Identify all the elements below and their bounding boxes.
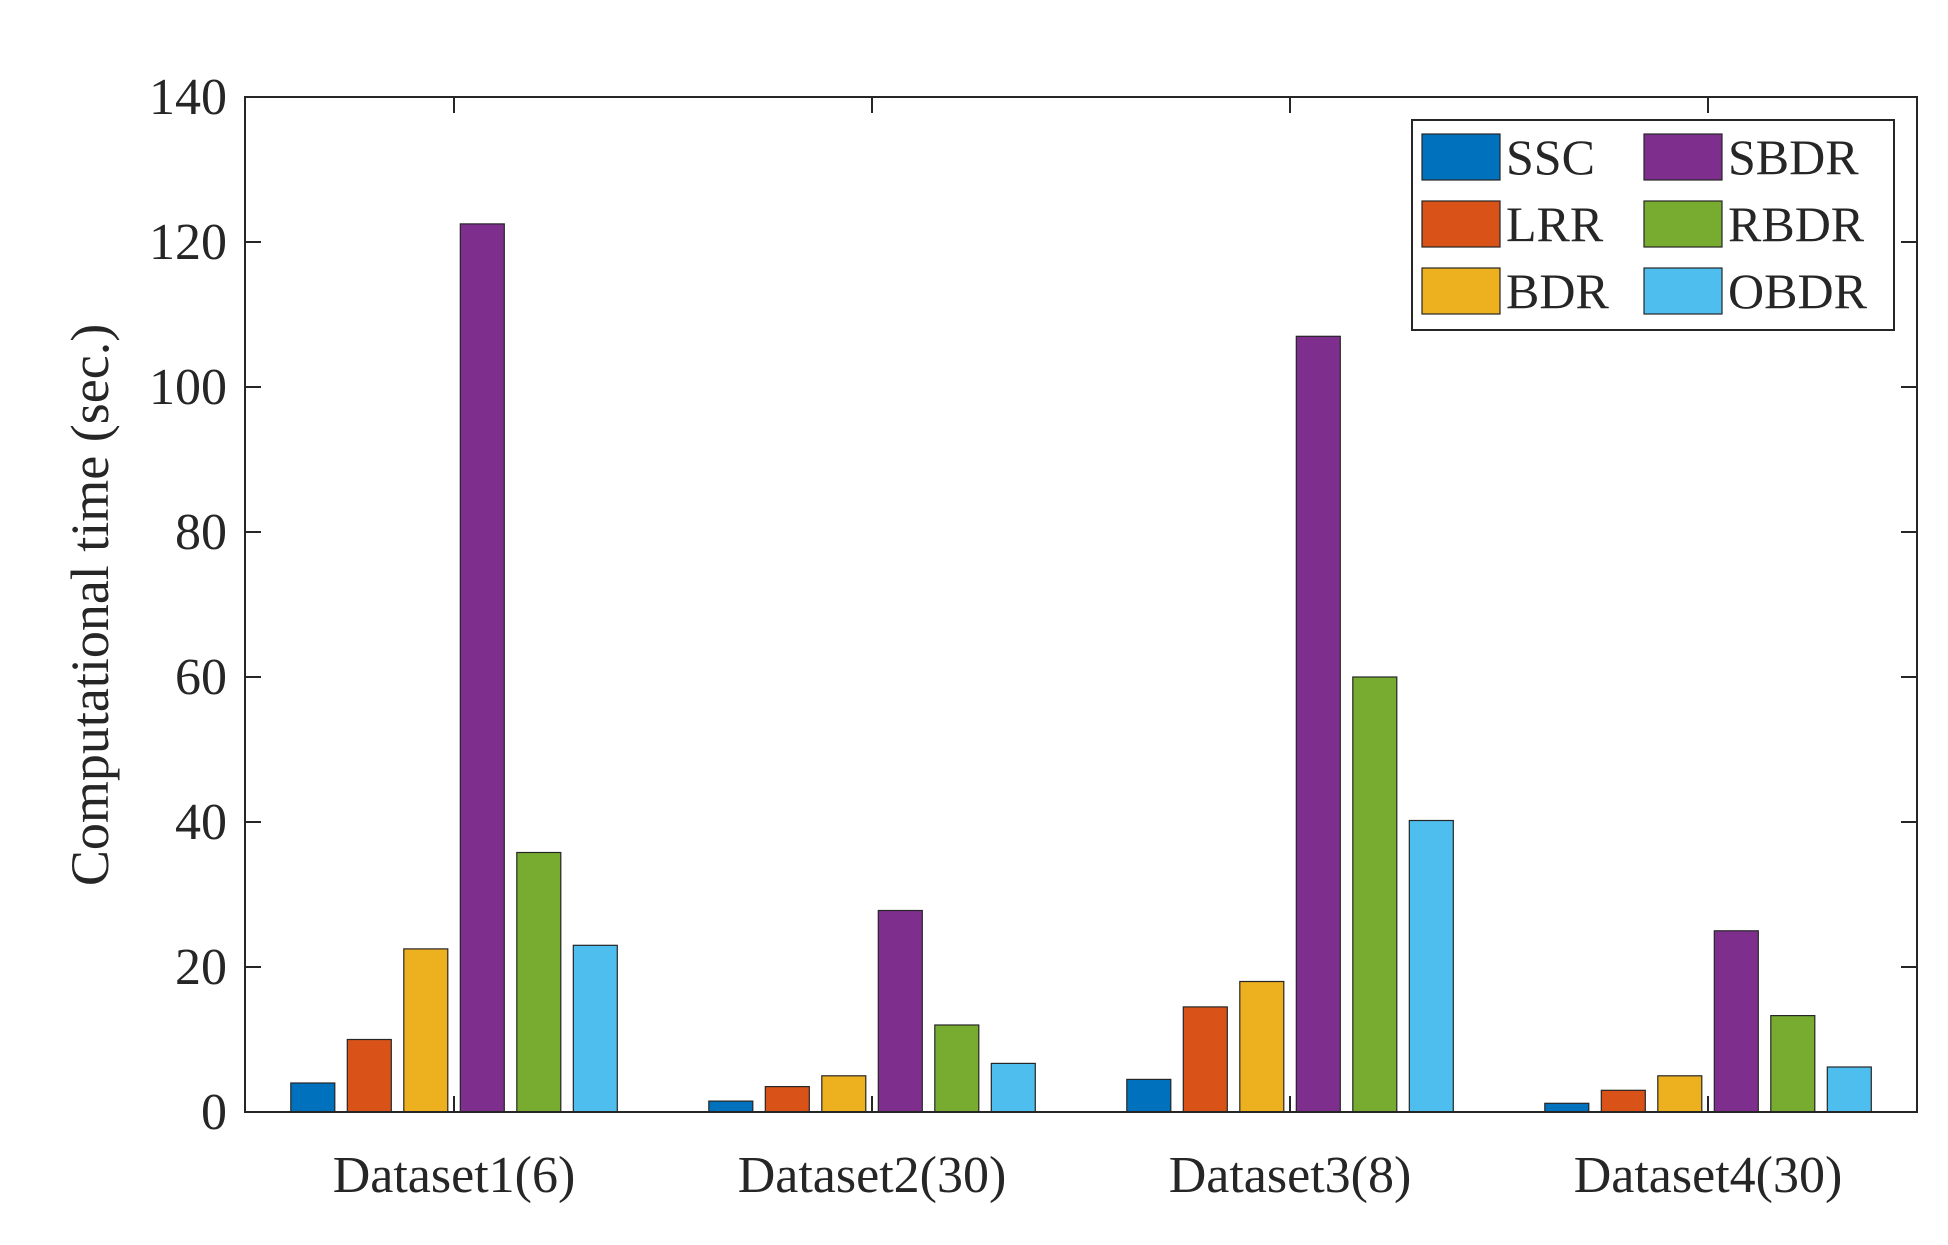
- legend-label-obdr: OBDR: [1728, 263, 1868, 319]
- ticks-group: [245, 96, 1917, 1113]
- bar-sbdr-3: [1295, 335, 1341, 1113]
- legend-swatch-sbdr: [1643, 133, 1723, 181]
- y-tick-label: 40: [175, 794, 227, 851]
- y-tick-label: 140: [149, 69, 227, 126]
- bar-ssc-4: [1544, 1102, 1590, 1113]
- legend-label-rbdr: RBDR: [1728, 196, 1865, 252]
- bar-bdr-1: [403, 948, 449, 1113]
- legend-swatch-obdr: [1643, 267, 1723, 315]
- y-tick-label: 0: [201, 1084, 227, 1141]
- bar-ssc-2: [708, 1100, 754, 1113]
- bars-group: [290, 223, 1872, 1113]
- y-tick-label: 80: [175, 504, 227, 561]
- y-tick-labels: 0 20 40 60 80 100 120 140: [149, 69, 227, 1141]
- legend-label-lrr: LRR: [1506, 196, 1604, 252]
- bar-sbdr-2: [877, 909, 923, 1113]
- x-tick-label: Dataset2(30): [738, 1147, 1007, 1204]
- bar-obdr-4: [1826, 1066, 1872, 1113]
- legend: SSC LRR BDR SBDR RBDR OBDR: [1411, 119, 1895, 331]
- bar-obdr-3: [1408, 819, 1454, 1113]
- bar-lrr-1: [346, 1038, 392, 1113]
- bar-bdr-2: [821, 1075, 867, 1113]
- y-axis-label: Computational time (sec.): [60, 324, 120, 886]
- y-tick-label: 120: [149, 214, 227, 271]
- bar-rbdr-1: [516, 851, 562, 1113]
- plot-frame: [244, 96, 1918, 1113]
- bar-bdr-4: [1657, 1075, 1703, 1113]
- y-tick-label: 60: [175, 649, 227, 706]
- legend-label-sbdr: SBDR: [1728, 129, 1859, 185]
- bar-sbdr-1: [459, 223, 505, 1113]
- bar-lrr-3: [1182, 1006, 1228, 1113]
- x-tick-label: Dataset3(8): [1169, 1147, 1412, 1204]
- legend-label-bdr: BDR: [1506, 263, 1609, 319]
- bar-lrr-2: [764, 1085, 810, 1113]
- bar-sbdr-4: [1713, 930, 1759, 1113]
- bar-obdr-2: [990, 1062, 1036, 1113]
- legend-label-ssc: SSC: [1506, 129, 1595, 185]
- x-tick-label: Dataset1(6): [333, 1147, 576, 1204]
- legend-swatch-rbdr: [1643, 200, 1723, 248]
- bar-lrr-4: [1600, 1089, 1646, 1113]
- legend-swatch-lrr: [1421, 200, 1501, 248]
- bar-ssc-1: [290, 1082, 336, 1113]
- x-tick-labels: Dataset1(6) Dataset2(30) Dataset3(8) Datase…: [333, 1147, 1843, 1204]
- bar-obdr-1: [572, 944, 618, 1113]
- y-tick-label: 20: [175, 939, 227, 996]
- bar-rbdr-3: [1352, 676, 1398, 1113]
- bar-rbdr-4: [1770, 1014, 1816, 1113]
- legend-swatch-bdr: [1421, 267, 1501, 315]
- x-tick-label: Dataset4(30): [1574, 1147, 1843, 1204]
- legend-swatch-ssc: [1421, 133, 1501, 181]
- bar-bdr-3: [1239, 980, 1285, 1113]
- y-tick-label: 100: [149, 359, 227, 416]
- bar-ssc-3: [1126, 1078, 1172, 1113]
- bar-rbdr-2: [934, 1024, 980, 1113]
